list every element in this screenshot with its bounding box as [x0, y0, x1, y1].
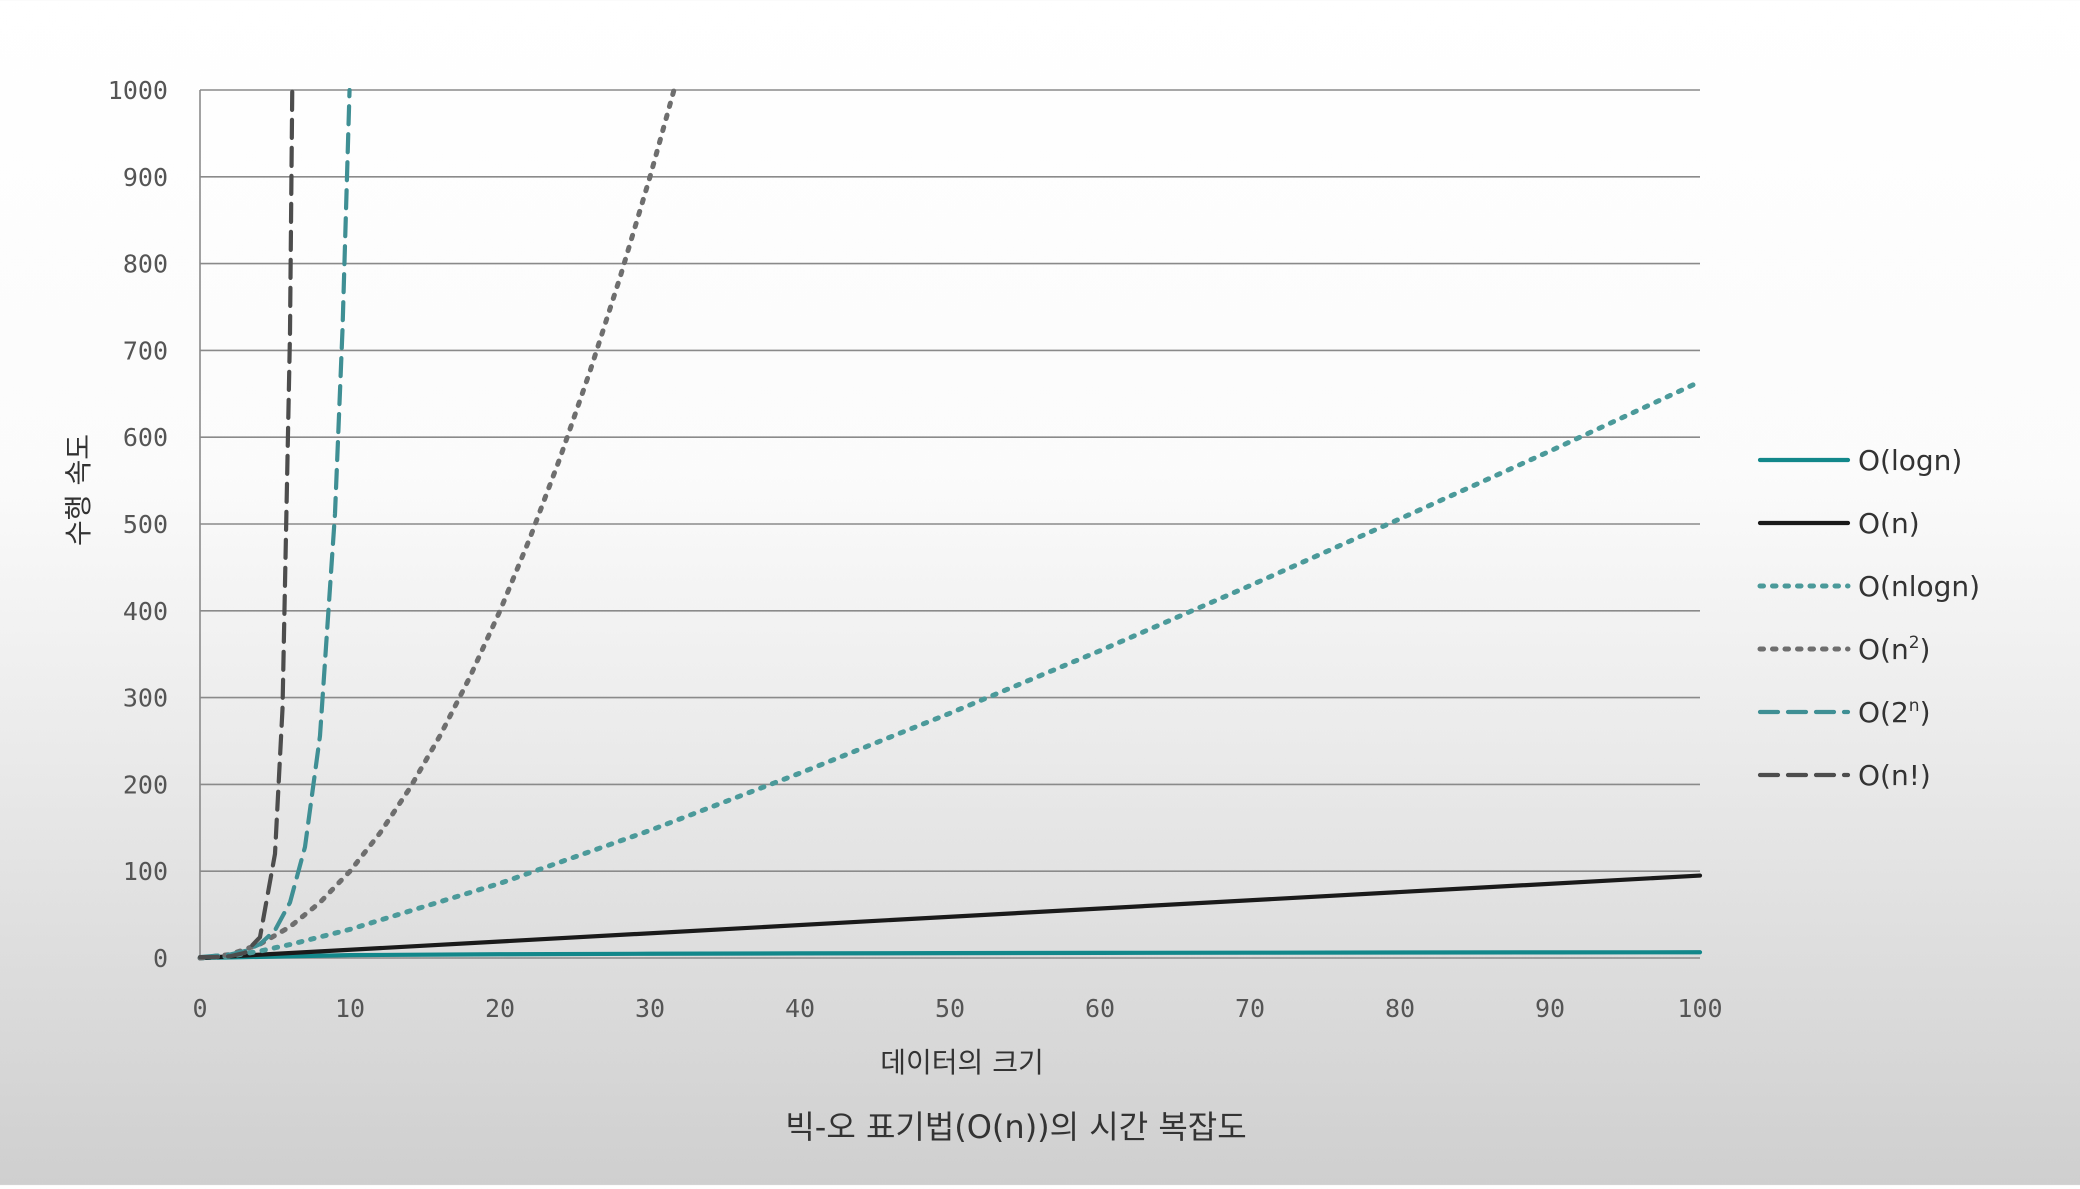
x-axis: 0 10 20 30 40 50 60 70 80 90 100 — [192, 994, 1722, 1023]
legend-item-5: O(n!) — [1757, 759, 1931, 792]
x-axis-title: 데이터의 크기 — [880, 1046, 1043, 1079]
x-tick-label: 40 — [785, 994, 815, 1023]
legend-label: O(n2) — [1858, 633, 1930, 666]
legend: O(logn) O(n) O(nlogn) O(n2) O(2n) O(n!) — [1757, 444, 1980, 792]
y-tick-label: 700 — [123, 336, 168, 365]
series-line-1 — [197, 873, 1703, 961]
x-tick-label: 20 — [485, 994, 515, 1023]
legend-item-2: O(nlogn) — [1757, 570, 1980, 603]
legend-label: O(n!) — [1858, 759, 1931, 792]
series-layer — [197, 88, 1703, 961]
y-tick-label: 200 — [123, 770, 168, 799]
y-tick-label: 300 — [123, 684, 168, 713]
x-tick-label: 100 — [1677, 994, 1722, 1023]
chart-caption: 빅-오 표기법(O(n))의 시간 복잡도 — [785, 1108, 1246, 1146]
y-tick-label: 500 — [123, 510, 168, 539]
y-tick-label: 900 — [123, 163, 168, 192]
legend-item-3: O(n2) — [1757, 633, 1930, 666]
legend-item-0: O(logn) — [1757, 444, 1962, 477]
y-axis: 0 100 200 300 400 500 600 700 800 900 1000 — [108, 76, 201, 973]
legend-item-4: O(2n) — [1757, 696, 1931, 729]
y-tick-label: 600 — [123, 423, 168, 452]
x-tick-label: 0 — [192, 994, 207, 1023]
legend-label: O(n) — [1858, 507, 1920, 540]
series-line-5 — [197, 88, 295, 960]
legend-item-1: O(n) — [1757, 507, 1920, 540]
x-tick-label: 80 — [1385, 994, 1415, 1023]
x-tick-label: 60 — [1085, 994, 1115, 1023]
x-tick-label: 50 — [935, 994, 965, 1023]
y-tick-label: 400 — [123, 597, 168, 626]
y-tick-label: 0 — [153, 944, 168, 973]
legend-label: O(nlogn) — [1858, 570, 1980, 603]
y-tick-label: 100 — [123, 857, 168, 886]
y-tick-label: 800 — [123, 250, 168, 279]
y-axis-title: 수행 속도 — [62, 434, 95, 546]
x-tick-label: 90 — [1535, 994, 1565, 1023]
legend-label: O(logn) — [1858, 444, 1962, 477]
x-tick-label: 70 — [1235, 994, 1265, 1023]
y-tick-label: 1000 — [108, 76, 168, 105]
series-line-2 — [197, 379, 1703, 961]
grid-layer — [200, 89, 1700, 959]
x-tick-label: 10 — [335, 994, 365, 1023]
x-tick-label: 30 — [635, 994, 665, 1023]
legend-label: O(2n) — [1858, 696, 1931, 729]
series-line-0 — [197, 950, 1703, 961]
series-line-3 — [197, 88, 677, 961]
